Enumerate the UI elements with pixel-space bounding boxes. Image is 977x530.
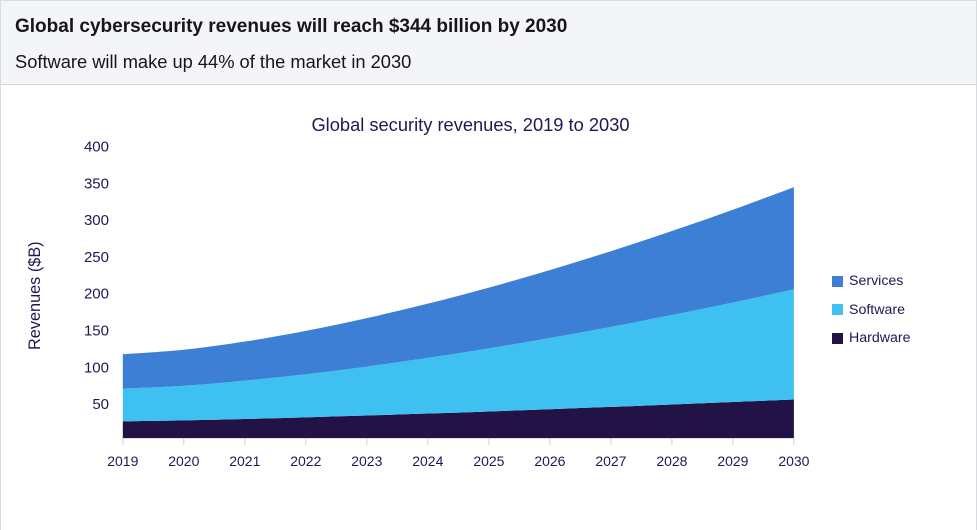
svg-text:2029: 2029: [717, 453, 748, 469]
svg-text:300: 300: [84, 212, 109, 229]
svg-text:2023: 2023: [351, 453, 382, 469]
svg-text:2026: 2026: [534, 453, 565, 469]
svg-text:2019: 2019: [107, 453, 138, 469]
svg-text:2022: 2022: [290, 453, 321, 469]
svg-text:200: 200: [84, 286, 109, 303]
svg-text:400: 400: [84, 139, 109, 156]
svg-text:100: 100: [84, 359, 109, 376]
svg-text:2020: 2020: [168, 453, 199, 469]
svg-text:2030: 2030: [778, 453, 809, 469]
svg-text:250: 250: [84, 249, 109, 266]
svg-text:2027: 2027: [595, 453, 626, 469]
svg-text:150: 150: [84, 323, 109, 340]
svg-text:2025: 2025: [473, 453, 504, 469]
svg-text:2024: 2024: [412, 453, 443, 469]
svg-text:2021: 2021: [229, 453, 260, 469]
svg-text:2028: 2028: [656, 453, 687, 469]
svg-text:50: 50: [92, 396, 109, 413]
svg-text:350: 350: [84, 175, 109, 192]
